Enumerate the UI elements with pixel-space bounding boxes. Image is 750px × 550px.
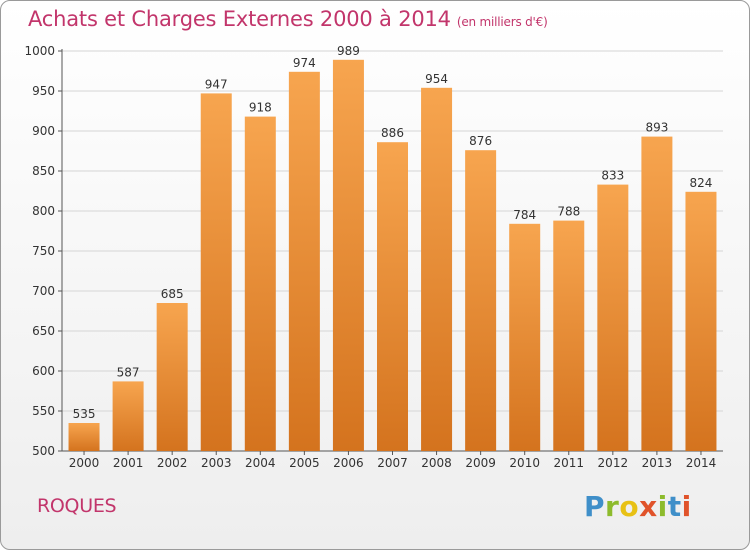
data-label-2003: 947 — [205, 77, 228, 91]
y-tick-label: 500 — [32, 444, 55, 458]
y-tick-label: 550 — [32, 404, 55, 418]
x-tick-label-2010: 2010 — [509, 456, 540, 470]
bars — [68, 59, 717, 452]
data-labels: 535 587 685 947 918 974 989 886 954 876 784 788 833 8… — [73, 44, 713, 421]
data-label-2014: 824 — [690, 176, 713, 190]
data-label-2012: 833 — [601, 169, 624, 183]
y-tick-label: 650 — [32, 324, 55, 338]
proxiti-logo[interactable]: Proxiti — [584, 490, 692, 523]
y-tick-labels: 500 550 600 650 700 750 800 850 900 950 1000 — [24, 44, 55, 458]
data-label-2000: 535 — [73, 407, 96, 421]
data-label-2009: 876 — [469, 134, 492, 148]
bar-2010 — [509, 223, 541, 451]
bar-2008 — [421, 87, 453, 452]
bar-2002 — [156, 303, 188, 451]
bar-2013 — [641, 136, 673, 451]
y-tick-label: 800 — [32, 204, 55, 218]
x-tick-label-2004: 2004 — [245, 456, 276, 470]
x-tick-label-2001: 2001 — [113, 456, 144, 470]
x-tick-label-2009: 2009 — [465, 456, 496, 470]
data-label-2004: 918 — [249, 101, 272, 115]
chart-title-text: Achats et Charges Externes 2000 à 2014 — [28, 7, 451, 31]
x-tick-label-2012: 2012 — [598, 456, 629, 470]
y-tick-label: 1000 — [24, 44, 55, 58]
bar-2004 — [244, 116, 276, 451]
x-tick-label-2006: 2006 — [333, 456, 364, 470]
x-tick-label-2014: 2014 — [686, 456, 717, 470]
bar-2012 — [597, 184, 629, 451]
bar-2001 — [112, 381, 144, 451]
x-tick-label-2002: 2002 — [157, 456, 188, 470]
y-tick-label: 700 — [32, 284, 55, 298]
bar-2000 — [68, 423, 100, 451]
x-tick-label-2013: 2013 — [642, 456, 673, 470]
data-label-2010: 784 — [513, 208, 536, 222]
bar-2011 — [553, 220, 585, 451]
data-label-2006: 989 — [337, 44, 360, 58]
x-tick-label-2003: 2003 — [201, 456, 232, 470]
x-tick-label-2005: 2005 — [289, 456, 320, 470]
bar-2014 — [685, 191, 717, 452]
data-label-2013: 893 — [645, 121, 668, 135]
data-label-2005: 974 — [293, 56, 316, 70]
bar-2006 — [332, 59, 364, 452]
y-tick-label: 600 — [32, 364, 55, 378]
x-tick-label-2007: 2007 — [377, 456, 408, 470]
x-tick-label-2008: 2008 — [421, 456, 452, 470]
data-label-2001: 587 — [117, 365, 140, 379]
bar-2009 — [465, 150, 497, 451]
x-tick-label-2000: 2000 — [69, 456, 100, 470]
bar-2003 — [200, 93, 232, 452]
commune-name: ROQUES — [37, 495, 117, 517]
x-tick-label-2011: 2011 — [553, 456, 584, 470]
data-label-2008: 954 — [425, 72, 448, 86]
y-tick-label: 950 — [32, 84, 55, 98]
y-tick-label: 750 — [32, 244, 55, 258]
y-tick-label: 850 — [32, 164, 55, 178]
y-tick-label: 900 — [32, 124, 55, 138]
data-label-2007: 886 — [381, 126, 404, 140]
data-label-2002: 685 — [161, 287, 184, 301]
chart-title: Achats et Charges Externes 2000 à 2014 (e… — [28, 7, 548, 31]
chart-subtitle: (en milliers d'€) — [456, 15, 548, 29]
bar-2005 — [288, 71, 320, 452]
bar-2007 — [377, 142, 408, 451]
x-tick-labels: 2000 2001 2002 2003 2004 2005 2006 2007 2008 2009… — [69, 456, 716, 470]
data-label-2011: 788 — [557, 205, 580, 219]
